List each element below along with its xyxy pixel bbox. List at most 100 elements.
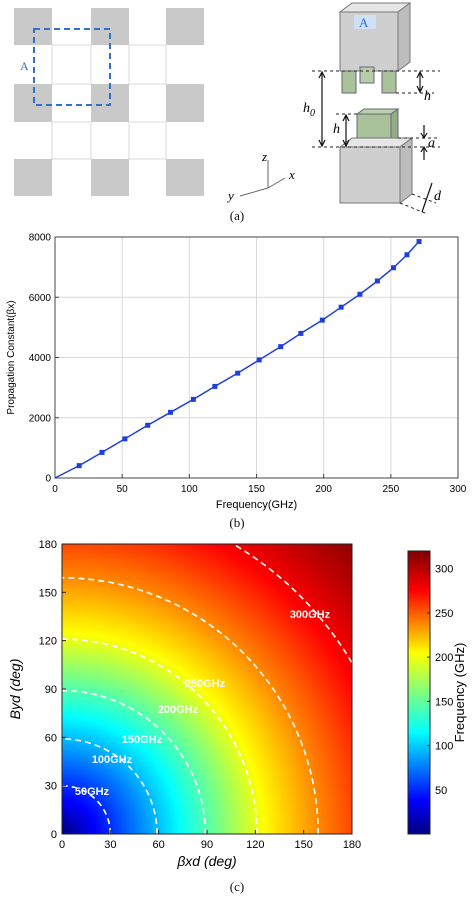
data-point: [278, 344, 284, 350]
contour-label: 150GHz: [122, 734, 163, 746]
x-tick-label: 250: [382, 484, 399, 495]
contour-label: 250GHz: [185, 678, 226, 690]
colorbar-tick-label: 250: [435, 608, 453, 620]
x-axis-label: βxd (deg): [176, 853, 236, 869]
y-axis-label: Byd (deg): [7, 659, 23, 720]
top-cube-side: [397, 2, 411, 72]
data-point: [168, 409, 174, 415]
patch: [166, 159, 204, 196]
colorbar-tick-label: 50: [435, 785, 447, 797]
top-pillar-back: [359, 66, 375, 84]
x-tick-label: 300: [450, 484, 467, 495]
contour-line: [231, 544, 352, 665]
patch-outline: [51, 44, 92, 85]
top-pillar: [381, 70, 397, 94]
y-tick-label: 90: [45, 684, 57, 696]
x-tick-label: 150: [294, 839, 312, 851]
x-tick-label: 100: [181, 484, 198, 495]
caption-c: (c): [229, 879, 245, 894]
data-point: [190, 396, 196, 402]
top-label-bg: [354, 15, 376, 29]
data-point: [145, 422, 151, 428]
y-tick-label: 150: [39, 587, 57, 599]
data-point: [404, 252, 410, 258]
contour-line: [62, 638, 258, 834]
data-point: [235, 370, 241, 376]
data-point: [338, 304, 344, 310]
colorbar: [407, 550, 431, 835]
data-point: [391, 265, 397, 271]
y-tick-label: 6000: [29, 293, 52, 304]
dim-h-bottom: h: [333, 122, 340, 137]
panel-c-heatmap: 50GHz 100GHz 150GHz 200GHz 250GHz 300GHz 0 30 60…: [0, 533, 474, 897]
caption-a: (a): [229, 208, 245, 223]
heatmap-field: [62, 544, 352, 834]
dispersion-line-chart: 0 50 100 150 200 250 300 0 2000 4000 6000 8000 Frequ…: [6, 233, 467, 512]
x-tick-label: 120: [246, 839, 264, 851]
dim-h0: h0: [303, 101, 315, 119]
x-tick-label: 60: [153, 839, 165, 851]
panel-a-structure: A A: [0, 0, 474, 228]
data-point: [76, 463, 82, 469]
contour-label: 300GHz: [290, 609, 331, 621]
cube-label-a: A: [359, 15, 369, 30]
patch: [91, 8, 129, 45]
patch: [166, 8, 204, 45]
x-tick-label: 90: [201, 839, 213, 851]
patch: [166, 84, 204, 122]
y-tick-label: 60: [45, 732, 57, 744]
y-tick-label: 120: [39, 636, 57, 648]
contour-label: 100GHz: [92, 754, 133, 766]
grid-label-a: A: [20, 59, 29, 73]
pillar-structure-3d: A: [303, 2, 442, 214]
colorbar-tick-label: 150: [435, 696, 453, 708]
data-point: [256, 357, 262, 363]
caption-b: (b): [229, 515, 245, 530]
x-tick-label: 30: [104, 839, 116, 851]
dim-a: a: [428, 136, 435, 151]
contour-line: [62, 689, 207, 834]
y-tick-label: 0: [45, 474, 51, 485]
patch: [14, 159, 52, 196]
plot-frame: [54, 236, 459, 479]
patch-outline: [128, 44, 167, 85]
data-point: [374, 278, 380, 284]
plot-frame: [61, 543, 353, 835]
y-tick-label: 0: [51, 829, 57, 841]
axis-y-label: y: [226, 188, 234, 203]
patch: [91, 159, 129, 196]
y-axis-label: Propagation Constant(βx): [6, 300, 17, 414]
x-tick-label: 150: [248, 484, 265, 495]
bottom-cube-side: [399, 137, 413, 204]
coordinate-triad: [239, 160, 286, 197]
y-tick-label: 30: [45, 781, 57, 793]
panel-b-dispersion: 0 50 100 150 200 250 300 0 2000 4000 6000 8000 Frequ…: [0, 228, 474, 533]
contour-line: [62, 577, 319, 834]
data-point: [298, 330, 304, 336]
x-tick-label: 0: [59, 839, 65, 851]
data-point: [99, 449, 105, 455]
x-tick-label: 200: [315, 484, 332, 495]
contour-lines: [62, 544, 352, 834]
y-tick-label: 8000: [29, 233, 52, 244]
frequency-heatmap: 50GHz 100GHz 150GHz 200GHz 250GHz 300GHz 0 30 60…: [7, 539, 467, 869]
dimension-arrows: [318, 70, 433, 213]
unit-cell-illustration: A A: [14, 2, 442, 214]
data-point: [212, 383, 218, 389]
contour-line: [62, 738, 158, 834]
dim-d: d: [434, 189, 442, 204]
unit-cell-outline: [33, 28, 111, 106]
top-pillar: [341, 70, 357, 94]
y-tick-label: 4000: [29, 353, 52, 364]
x-tick-label: 180: [343, 839, 361, 851]
y-tick-label: 2000: [29, 413, 52, 424]
colorbar-tick-label: 200: [435, 652, 453, 664]
contour-label: 200GHz: [158, 704, 199, 716]
patch-outline: [51, 121, 92, 160]
data-point: [122, 436, 128, 442]
x-tick-label: 0: [52, 484, 58, 495]
dimension-guides: [312, 70, 440, 214]
colorbar-tick-label: 100: [435, 741, 453, 753]
checkerboard-pattern: A: [14, 8, 204, 196]
axis-z-label: z: [261, 149, 267, 164]
